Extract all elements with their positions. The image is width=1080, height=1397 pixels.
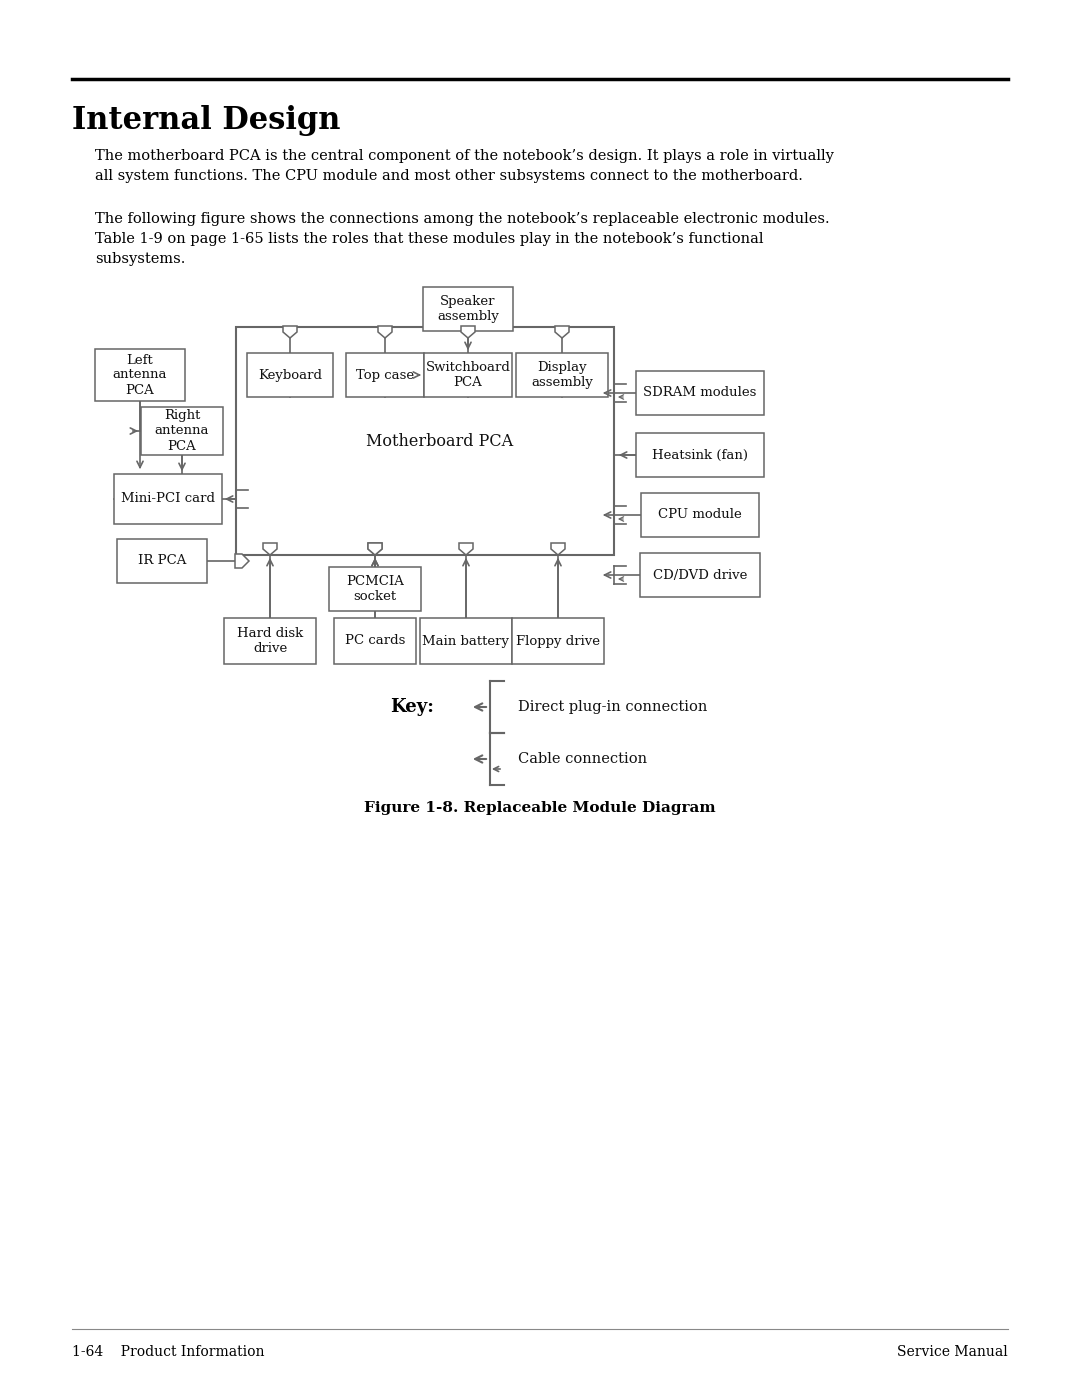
Text: Display
assembly: Display assembly (531, 360, 593, 388)
Text: IR PCA: IR PCA (138, 555, 186, 567)
Polygon shape (264, 543, 276, 555)
Text: CD/DVD drive: CD/DVD drive (652, 569, 747, 581)
FancyBboxPatch shape (117, 539, 207, 583)
FancyBboxPatch shape (237, 327, 615, 555)
Polygon shape (459, 543, 473, 555)
Text: PC cards: PC cards (345, 634, 405, 647)
FancyBboxPatch shape (512, 617, 604, 664)
FancyBboxPatch shape (224, 617, 316, 664)
Polygon shape (461, 326, 475, 338)
Polygon shape (283, 326, 297, 338)
FancyBboxPatch shape (636, 433, 764, 476)
Text: Internal Design: Internal Design (72, 105, 340, 136)
Text: Service Manual: Service Manual (897, 1345, 1008, 1359)
FancyBboxPatch shape (346, 353, 424, 397)
Text: The motherboard PCA is the central component of the notebook’s design. It plays : The motherboard PCA is the central compo… (95, 149, 834, 183)
FancyBboxPatch shape (334, 617, 416, 664)
Polygon shape (235, 555, 249, 569)
Text: Heatsink (fan): Heatsink (fan) (652, 448, 748, 461)
Text: 1-64    Product Information: 1-64 Product Information (72, 1345, 265, 1359)
FancyBboxPatch shape (420, 617, 512, 664)
Text: SDRAM modules: SDRAM modules (644, 387, 757, 400)
FancyBboxPatch shape (114, 474, 222, 524)
FancyBboxPatch shape (636, 372, 764, 415)
FancyBboxPatch shape (141, 407, 222, 455)
Text: CPU module: CPU module (658, 509, 742, 521)
FancyBboxPatch shape (424, 353, 512, 397)
Polygon shape (555, 326, 569, 338)
Text: The following figure shows the connections among the notebook’s replaceable elec: The following figure shows the connectio… (95, 212, 829, 265)
Text: Motherboard PCA: Motherboard PCA (366, 433, 514, 450)
Text: Mini-PCI card: Mini-PCI card (121, 493, 215, 506)
Text: Speaker
assembly: Speaker assembly (437, 295, 499, 323)
Text: Keyboard: Keyboard (258, 369, 322, 381)
Text: Hard disk
drive: Hard disk drive (237, 627, 303, 655)
FancyBboxPatch shape (640, 553, 760, 597)
Polygon shape (378, 326, 392, 338)
Text: Right
antenna
PCA: Right antenna PCA (154, 409, 210, 453)
Text: Main battery: Main battery (422, 634, 510, 647)
Text: Direct plug-in connection: Direct plug-in connection (518, 700, 707, 714)
Text: Left
antenna
PCA: Left antenna PCA (112, 353, 167, 397)
FancyBboxPatch shape (516, 353, 608, 397)
FancyBboxPatch shape (247, 353, 333, 397)
FancyBboxPatch shape (95, 349, 185, 401)
Text: Top case: Top case (356, 369, 414, 381)
Polygon shape (368, 543, 382, 555)
Polygon shape (368, 543, 382, 555)
FancyBboxPatch shape (329, 567, 421, 610)
Text: PCMCIA
socket: PCMCIA socket (346, 576, 404, 604)
Text: Cable connection: Cable connection (518, 752, 647, 766)
Text: Switchboard
PCA: Switchboard PCA (426, 360, 511, 388)
Text: Floppy drive: Floppy drive (516, 634, 600, 647)
FancyBboxPatch shape (642, 493, 759, 536)
FancyBboxPatch shape (423, 286, 513, 331)
Polygon shape (551, 543, 565, 555)
Text: Figure 1-8. Replaceable Module Diagram: Figure 1-8. Replaceable Module Diagram (364, 800, 716, 814)
Text: Key:: Key: (390, 698, 434, 717)
